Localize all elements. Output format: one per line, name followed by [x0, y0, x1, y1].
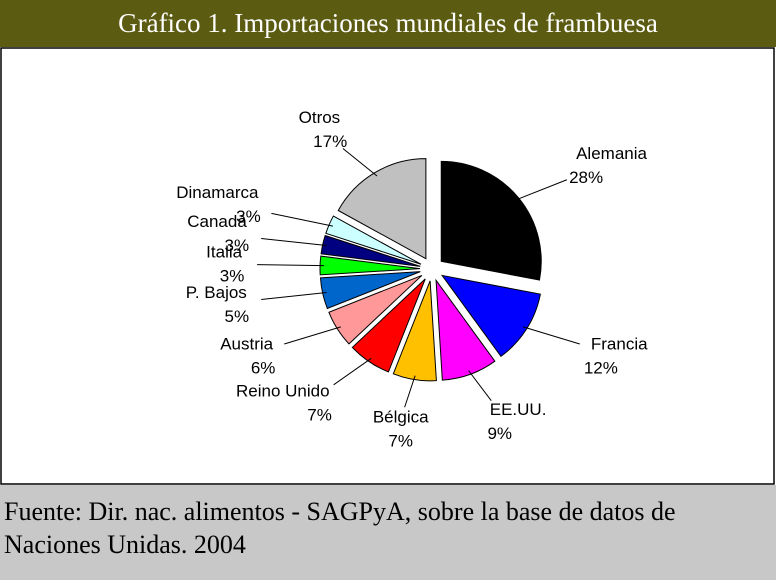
leader-line — [257, 264, 325, 267]
leader-line — [404, 375, 416, 408]
leader-line — [271, 212, 333, 227]
leader-line — [515, 179, 568, 201]
slice-label: P. Bajos — [186, 283, 247, 302]
slice-label: Austria — [220, 334, 273, 353]
pie-slice — [328, 274, 423, 345]
leader-line — [342, 148, 378, 177]
pie-slice — [440, 160, 542, 281]
pie-slice — [351, 278, 426, 373]
slice-value-label: 7% — [388, 431, 413, 450]
pie-slice — [440, 274, 541, 358]
slice-label: Canadá — [187, 212, 247, 231]
chart-title: Gráfico 1. Importaciones mundiales de fr… — [0, 0, 776, 47]
slice-value-label: 3% — [220, 266, 245, 285]
slice-label: Francia — [591, 334, 648, 353]
slice-value-label: 3% — [225, 236, 250, 255]
slice-label: Italia — [206, 242, 242, 261]
slice-value-label: 9% — [487, 424, 512, 443]
slice-label: Bélgica — [373, 407, 429, 426]
slice-label: Otros — [299, 108, 341, 127]
leader-line — [468, 370, 492, 402]
pie-slice — [435, 278, 496, 381]
slice-value-label: 6% — [251, 358, 276, 377]
slice-value-label: 17% — [313, 132, 347, 151]
slice-value-label: 3% — [236, 207, 261, 226]
source-note: Fuente: Dir. nac. alimentos - SAGPyA, so… — [0, 485, 776, 580]
slice-label: Alemania — [576, 144, 647, 163]
slice-label: Reino Unido — [236, 381, 330, 400]
slice-label: Dinamarca — [176, 183, 259, 202]
slice-value-label: 7% — [307, 405, 332, 424]
chart: Alemania 28% Francia 12% EE.UU. 9% Bélgica 7% Re… — [0, 47, 775, 485]
leader-line — [261, 292, 327, 301]
pie-slice — [392, 280, 437, 382]
leader-line — [333, 357, 372, 386]
slice-value-label: 28% — [569, 168, 603, 187]
leader-line — [284, 326, 341, 345]
leader-line — [261, 237, 327, 246]
pie-slice — [337, 158, 427, 260]
slice-value-label: 5% — [225, 307, 250, 326]
leader-line — [523, 326, 580, 345]
slice-label: EE.UU. — [490, 400, 547, 419]
pie-slice — [325, 215, 422, 265]
slice-value-label: 12% — [584, 358, 618, 377]
